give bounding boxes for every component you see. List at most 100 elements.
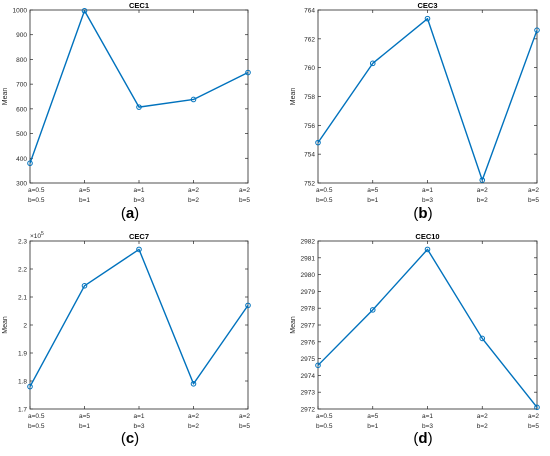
x-tick-label-b: b=2 (477, 197, 488, 204)
data-point (315, 362, 321, 369)
x-tick-label-b: b=3 (133, 423, 144, 430)
y-tick-label: 800 (16, 57, 27, 64)
chart-title: CEC3 (417, 1, 437, 10)
y-tick-label: 1.7 (18, 407, 27, 414)
x-tick-label-a: a=2 (239, 187, 250, 194)
data-point (81, 283, 88, 289)
y-tick-label: 2981 (301, 255, 316, 262)
y-exponent-power: 5 (41, 231, 44, 237)
x-tick-label-b: b=5 (528, 197, 539, 204)
y-tick-label: 756 (304, 123, 315, 130)
x-tick-label-a: a=2 (477, 413, 488, 420)
x-tick-label-b: b=3 (422, 197, 433, 204)
x-tick-label-a: a=1 (422, 187, 433, 194)
x-tick-label-b: b=3 (133, 197, 144, 204)
panel-caption: (b) (413, 205, 432, 222)
y-tick-label: 1.9 (18, 351, 27, 358)
x-tick-label-b: b=5 (239, 197, 250, 204)
series-line (317, 248, 538, 408)
x-tick-label-a: a=0.5 (28, 413, 45, 420)
series-line (29, 248, 249, 387)
x-tick-label-a: a=0.5 (316, 413, 333, 420)
data-point (27, 383, 33, 390)
y-axis-label: Mean (2, 88, 9, 106)
x-tick-label-b: b=5 (239, 423, 250, 430)
chart-panel-d: 2972 2973 2974 2975 2976 2977 2978 2979 2980 2981… (290, 232, 540, 447)
data-point (245, 69, 251, 76)
y-tick-label: 2972 (301, 407, 316, 414)
data-point (190, 381, 197, 387)
y-exponent-label: ×105 (30, 231, 44, 240)
plot-area (317, 9, 538, 184)
y-tick-label: 2976 (301, 339, 316, 346)
x-tick-label-b: b=0.5 (316, 423, 333, 430)
data-point (136, 246, 142, 253)
chart-title: CEC7 (129, 232, 149, 241)
y-tick-label: 2974 (301, 373, 316, 380)
series-line (317, 17, 538, 181)
data-point (479, 177, 486, 183)
y-tick-label: 2978 (301, 306, 316, 313)
x-tick-label-b: b=1 (79, 423, 90, 430)
x-tick-label-a: a=1 (422, 413, 433, 420)
data-point (534, 27, 540, 33)
data-point (245, 302, 251, 309)
x-tick-label-b: b=1 (367, 423, 378, 430)
data-point (479, 335, 486, 342)
plot-area (317, 240, 538, 410)
x-tick-label-b: b=0.5 (316, 197, 333, 204)
chart-title: CEC10 (415, 232, 439, 241)
x-tick-label-b: b=1 (367, 197, 378, 204)
panel-label: a (126, 205, 135, 222)
panel-caption: (a) (121, 205, 139, 222)
x-tick-label-b: b=2 (477, 423, 488, 430)
x-tick-label-a: a=2 (188, 187, 199, 194)
x-tick-label-a: a=5 (79, 187, 90, 194)
data-point (27, 160, 33, 167)
y-axis-label: Mean (290, 316, 297, 334)
y-tick-label: 700 (16, 82, 27, 89)
y-axis-label: Mean (2, 316, 9, 334)
y-tick-label: 754 (304, 152, 315, 159)
x-tick-label-a: a=1 (133, 187, 144, 194)
x-tick-label-a: a=2 (528, 413, 539, 420)
panel-label: c (126, 430, 134, 447)
x-tick-label-b: b=1 (79, 197, 90, 204)
x-tick-label-a: a=2 (528, 187, 539, 194)
x-tick-label-a: a=5 (367, 413, 378, 420)
x-tick-label-b: b=3 (422, 423, 433, 430)
y-tick-label: 752 (304, 181, 315, 188)
panel-caption: (c) (121, 430, 139, 447)
chart-title: CEC1 (129, 1, 149, 10)
panel-label: d (418, 430, 427, 447)
x-tick-label-b: b=0.5 (28, 423, 45, 430)
y-tick-label: 2982 (301, 239, 316, 246)
y-tick-label: 2.1 (18, 295, 27, 302)
x-tick-label-a: a=0.5 (28, 187, 45, 194)
data-point (534, 404, 540, 411)
data-point (136, 104, 142, 110)
data-point (424, 15, 431, 22)
x-tick-label-a: a=5 (367, 187, 378, 194)
y-tick-label: 758 (304, 94, 315, 101)
data-point (369, 307, 376, 313)
x-tick-label-b: b=2 (188, 197, 199, 204)
y-tick-label: 2.2 (18, 267, 27, 274)
data-point (81, 7, 88, 14)
data-point (190, 96, 197, 103)
panel-label: b (418, 205, 427, 222)
chart-panel-a: 300 400 500 600 700 800 900 1000 a=0.5 b=0.5 a=5 b=… (2, 1, 251, 222)
plot-area (29, 240, 249, 410)
x-tick-label-a: a=0.5 (316, 187, 333, 194)
y-tick-label: 762 (304, 36, 315, 43)
x-tick-label-a: a=2 (188, 413, 199, 420)
y-tick-label: 900 (16, 32, 27, 39)
plot-area (29, 9, 249, 184)
y-tick-label: 500 (16, 131, 27, 138)
x-tick-label-a: a=2 (239, 413, 250, 420)
y-tick-label: 2973 (301, 390, 316, 397)
chart-panel-c: 1.7 1.8 1.9 2 2.1 2.2 2.3 a=0.5 b=0.5 a=5 b=1 a=1 b=… (2, 231, 251, 447)
data-point (369, 60, 376, 67)
y-tick-label: 2980 (301, 272, 316, 279)
